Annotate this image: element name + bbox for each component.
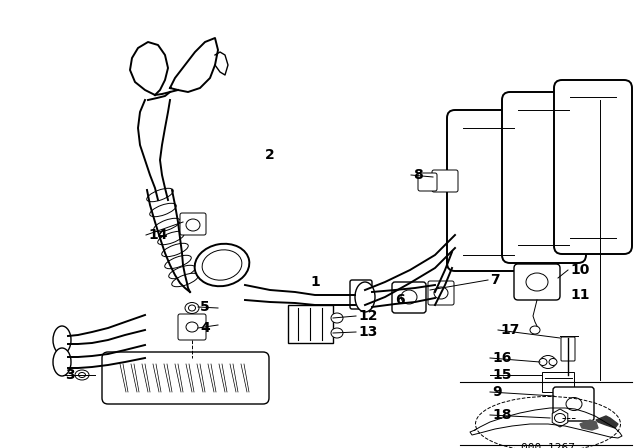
Text: 15: 15 xyxy=(492,368,511,382)
Text: 6: 6 xyxy=(395,293,404,307)
Ellipse shape xyxy=(162,243,188,257)
FancyBboxPatch shape xyxy=(102,352,269,404)
FancyBboxPatch shape xyxy=(561,337,575,361)
Ellipse shape xyxy=(154,218,180,232)
Ellipse shape xyxy=(331,328,343,338)
Ellipse shape xyxy=(401,290,417,304)
Text: 1: 1 xyxy=(310,275,320,289)
Text: 13: 13 xyxy=(358,325,378,339)
Text: 8: 8 xyxy=(413,168,423,182)
Text: 9: 9 xyxy=(492,385,502,399)
Text: 12: 12 xyxy=(358,309,378,323)
Polygon shape xyxy=(580,420,598,430)
Ellipse shape xyxy=(172,273,198,287)
Ellipse shape xyxy=(549,358,557,366)
Ellipse shape xyxy=(164,255,191,269)
Ellipse shape xyxy=(434,287,448,299)
Ellipse shape xyxy=(169,265,195,279)
FancyBboxPatch shape xyxy=(350,280,372,309)
Ellipse shape xyxy=(185,302,199,314)
Text: 16: 16 xyxy=(492,351,511,365)
Ellipse shape xyxy=(554,414,566,422)
Text: 3: 3 xyxy=(65,368,75,382)
FancyBboxPatch shape xyxy=(432,170,458,192)
FancyBboxPatch shape xyxy=(553,387,594,421)
Text: 7: 7 xyxy=(490,273,500,287)
Ellipse shape xyxy=(147,188,173,202)
Ellipse shape xyxy=(530,326,540,334)
FancyBboxPatch shape xyxy=(178,314,206,340)
Ellipse shape xyxy=(195,244,250,286)
Text: 14: 14 xyxy=(148,228,168,242)
Ellipse shape xyxy=(189,305,195,311)
Ellipse shape xyxy=(75,370,89,380)
Text: 11: 11 xyxy=(570,288,589,302)
FancyBboxPatch shape xyxy=(502,92,586,263)
Ellipse shape xyxy=(150,203,176,217)
FancyBboxPatch shape xyxy=(288,305,333,343)
Ellipse shape xyxy=(526,273,548,291)
FancyBboxPatch shape xyxy=(554,80,632,254)
Polygon shape xyxy=(552,409,568,427)
Ellipse shape xyxy=(53,348,71,376)
Ellipse shape xyxy=(186,322,198,332)
FancyBboxPatch shape xyxy=(392,282,426,313)
Ellipse shape xyxy=(186,219,200,231)
Ellipse shape xyxy=(540,356,556,369)
Text: 5: 5 xyxy=(200,300,210,314)
Ellipse shape xyxy=(331,313,343,323)
Ellipse shape xyxy=(566,397,582,410)
FancyBboxPatch shape xyxy=(542,372,574,392)
Ellipse shape xyxy=(355,282,375,312)
Ellipse shape xyxy=(539,358,547,366)
FancyBboxPatch shape xyxy=(447,110,531,271)
FancyBboxPatch shape xyxy=(418,173,437,191)
Text: 10: 10 xyxy=(570,263,589,277)
Ellipse shape xyxy=(202,250,242,280)
Ellipse shape xyxy=(79,372,86,378)
FancyBboxPatch shape xyxy=(514,264,560,300)
Text: 2: 2 xyxy=(265,148,275,162)
Ellipse shape xyxy=(157,231,184,245)
FancyBboxPatch shape xyxy=(428,281,454,305)
Text: 4: 4 xyxy=(200,321,210,335)
Text: 17: 17 xyxy=(500,323,520,337)
Text: 000 1267: 000 1267 xyxy=(521,443,575,448)
Ellipse shape xyxy=(53,326,71,354)
Text: 18: 18 xyxy=(492,408,511,422)
FancyBboxPatch shape xyxy=(180,213,206,235)
Polygon shape xyxy=(596,416,618,428)
